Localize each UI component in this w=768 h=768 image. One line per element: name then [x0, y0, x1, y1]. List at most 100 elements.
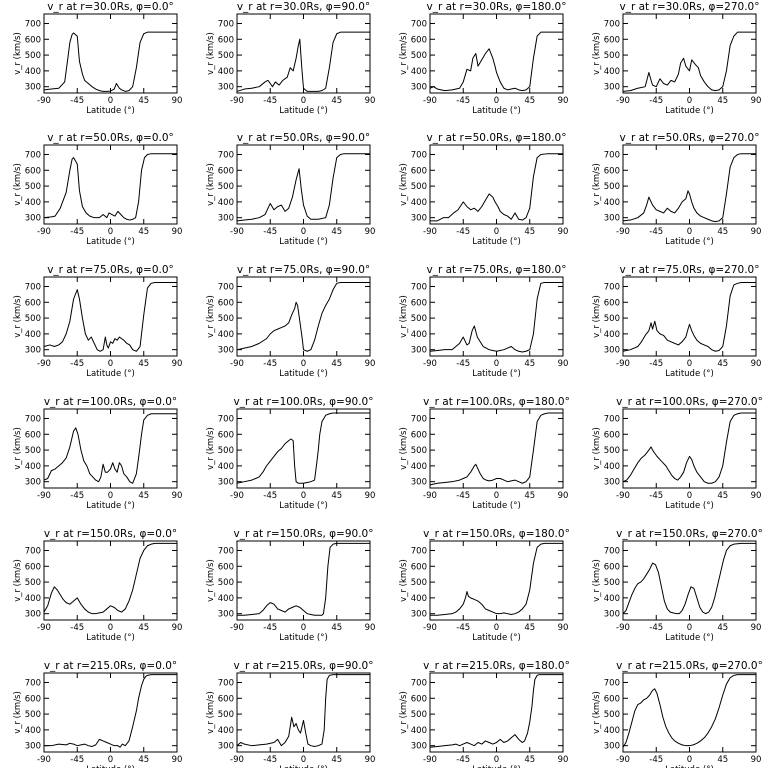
- y-tick-label: 600: [25, 298, 41, 308]
- x-axis-label: Latitude (°): [86, 237, 135, 247]
- y-axis-label: v_r (km/s): [206, 427, 216, 470]
- y-tick-label: 300: [411, 346, 427, 356]
- panel-title: v_r at r=100.0Rs, φ=180.0°: [423, 396, 570, 408]
- y-tick-label: 500: [604, 314, 620, 324]
- y-tick-label: 500: [411, 51, 427, 61]
- x-tick-label: 90: [558, 755, 569, 765]
- y-tick-label: 700: [25, 150, 41, 160]
- x-tick-label: 0: [494, 755, 499, 765]
- x-tick-label: -90: [230, 755, 244, 765]
- x-tick-label: 45: [331, 623, 342, 633]
- x-axis-label: Latitude (°): [86, 633, 135, 643]
- x-tick-label: 0: [494, 623, 499, 633]
- y-tick-label: 500: [604, 446, 620, 456]
- plot-frame: [429, 276, 564, 357]
- panel-2: v_r at r=30.0Rs, φ=90.0° -90 -45 0 45 90 300 40…: [206, 1, 375, 116]
- panel-title: v_r at r=215.0Rs, φ=270.0°: [616, 660, 763, 672]
- x-tick-label: 45: [524, 755, 535, 765]
- x-tick-label: -45: [456, 491, 470, 501]
- series-line: [622, 542, 756, 615]
- panel-1: v_r at r=30.0Rs, φ=0.0° -90 -45 0 45 90 300 400…: [13, 1, 182, 116]
- y-axis-label: v_r (km/s): [206, 295, 216, 338]
- y-tick-label: 600: [218, 694, 234, 704]
- x-tick-label: -90: [37, 491, 51, 501]
- x-tick-label: 45: [138, 623, 149, 633]
- plot-frame: [236, 408, 371, 489]
- x-tick-label: 90: [558, 491, 569, 501]
- x-tick-label: 45: [524, 227, 535, 237]
- series-line: [236, 153, 370, 222]
- x-tick-label: -90: [423, 755, 437, 765]
- x-tick-label: 45: [331, 755, 342, 765]
- panel-3: v_r at r=30.0Rs, φ=180.0° -90 -45 0 45 90 300 4…: [399, 1, 568, 116]
- plot-frame: [622, 408, 757, 489]
- panel-5: v_r at r=50.0Rs, φ=0.0° -90 -45 0 45 90 300 400…: [13, 132, 182, 247]
- series-line: [44, 674, 177, 748]
- x-tick-label: -90: [616, 755, 630, 765]
- y-axis-label: v_r (km/s): [13, 427, 23, 470]
- x-axis-label: Latitude (°): [665, 237, 714, 247]
- y-tick-label: 500: [25, 710, 41, 720]
- x-tick-label: 90: [751, 755, 762, 765]
- y-axis-label: v_r (km/s): [592, 32, 602, 75]
- y-axis-label: v_r (km/s): [13, 295, 23, 338]
- x-tick-label: 90: [751, 491, 762, 501]
- y-tick-label: 500: [218, 710, 234, 720]
- x-tick-label: 90: [558, 623, 569, 633]
- x-tick-label: -45: [456, 755, 470, 765]
- y-axis-label: v_r (km/s): [399, 559, 409, 602]
- x-tick-label: 90: [172, 623, 183, 633]
- x-tick-label: -45: [263, 96, 277, 106]
- x-tick-label: 90: [365, 491, 376, 501]
- panel-13: v_r at r=100.0Rs, φ=0.0° -90 -45 0 45 90 300 40…: [13, 396, 182, 511]
- panel-20: v_r at r=150.0Rs, φ=270.0° -90 -45 0 45 90 300…: [592, 528, 763, 643]
- y-axis-label: v_r (km/s): [13, 32, 23, 75]
- plot-frame: [236, 13, 371, 94]
- x-tick-label: -45: [649, 359, 663, 369]
- series-line: [622, 412, 756, 484]
- x-tick-label: 0: [301, 755, 306, 765]
- x-tick-label: 0: [301, 491, 306, 501]
- x-tick-label: 90: [365, 755, 376, 765]
- y-tick-label: 600: [218, 562, 234, 572]
- x-tick-label: -45: [649, 227, 663, 237]
- plot-frame: [429, 540, 564, 621]
- series-line: [43, 542, 177, 615]
- x-tick-label: -90: [230, 359, 244, 369]
- y-tick-label: 500: [411, 446, 427, 456]
- y-tick-label: 700: [604, 282, 620, 292]
- x-axis-label: Latitude (°): [279, 501, 328, 511]
- y-tick-label: 700: [411, 678, 427, 688]
- x-tick-label: 45: [717, 359, 728, 369]
- x-tick-label: -45: [649, 96, 663, 106]
- y-axis-label: v_r (km/s): [399, 427, 409, 470]
- x-axis-label: Latitude (°): [279, 369, 328, 379]
- x-axis-label: Latitude (°): [665, 633, 714, 643]
- x-tick-label: 90: [172, 359, 183, 369]
- y-tick-label: 600: [25, 166, 41, 176]
- y-tick-label: 600: [604, 298, 620, 308]
- panel-4: v_r at r=30.0Rs, φ=270.0° -90 -45 0 45 90 300 4…: [592, 1, 761, 116]
- x-tick-label: 45: [717, 755, 728, 765]
- y-tick-label: 500: [411, 578, 427, 588]
- y-tick-label: 600: [218, 166, 234, 176]
- y-tick-label: 500: [411, 710, 427, 720]
- x-axis-label: Latitude (°): [472, 106, 521, 116]
- x-tick-label: -90: [616, 359, 630, 369]
- y-tick-label: 500: [25, 51, 41, 61]
- x-tick-label: -90: [616, 96, 630, 106]
- x-tick-label: 0: [687, 227, 692, 237]
- x-tick-label: -45: [263, 491, 277, 501]
- y-tick-label: 300: [25, 346, 41, 356]
- x-tick-label: 0: [687, 359, 692, 369]
- y-tick-label: 300: [25, 214, 41, 224]
- y-tick-label: 500: [25, 182, 41, 192]
- y-tick-label: 700: [218, 282, 234, 292]
- y-tick-label: 300: [218, 346, 234, 356]
- x-tick-label: 45: [717, 227, 728, 237]
- y-tick-label: 500: [604, 710, 620, 720]
- y-tick-label: 600: [411, 298, 427, 308]
- x-tick-label: 45: [331, 359, 342, 369]
- x-tick-label: 0: [687, 491, 692, 501]
- x-tick-label: -90: [230, 96, 244, 106]
